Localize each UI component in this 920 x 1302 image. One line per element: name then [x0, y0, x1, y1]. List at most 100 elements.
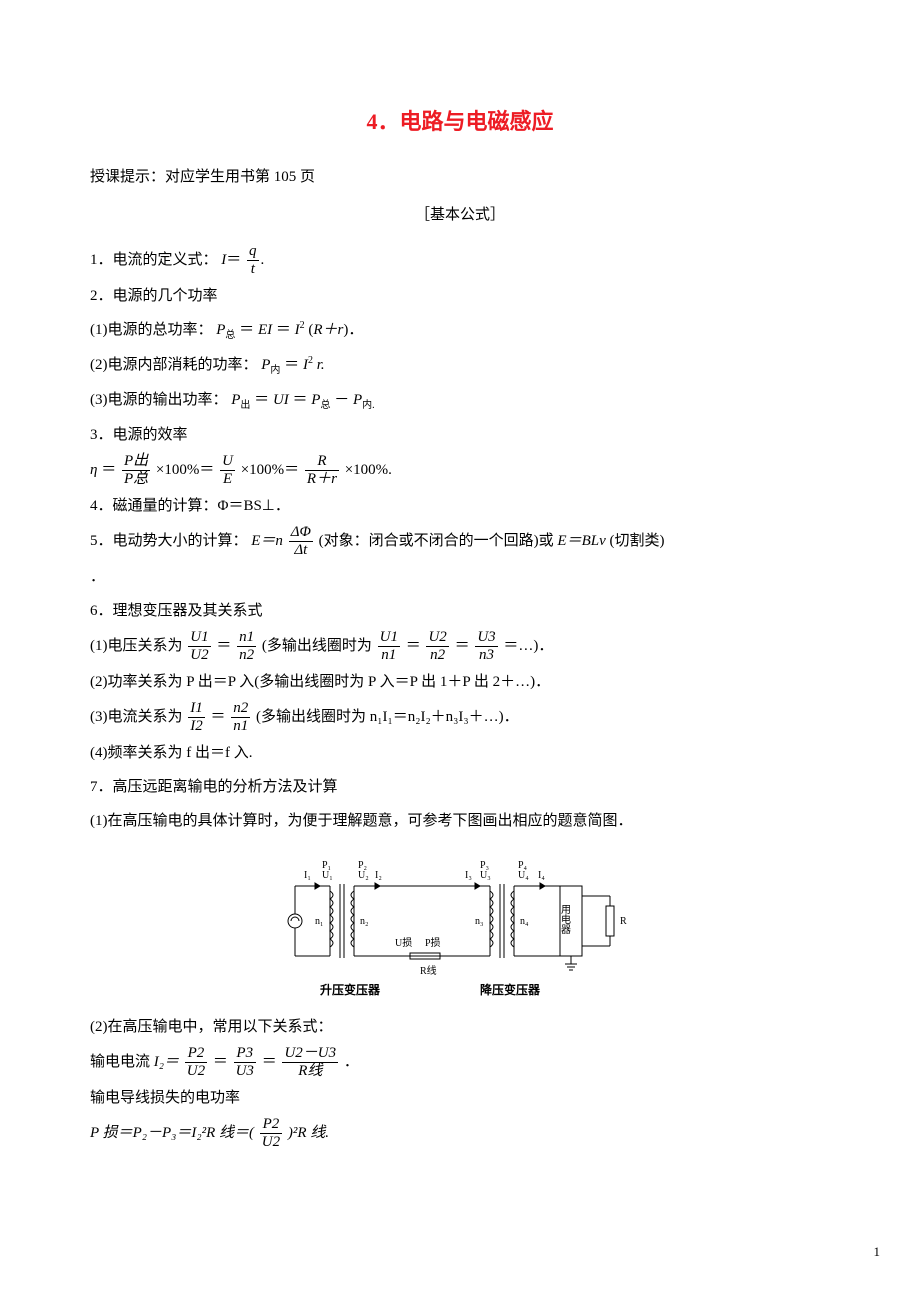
t: UI — [273, 392, 289, 408]
sec1-num: q — [247, 244, 259, 261]
t: 5．电动势大小的计算： — [90, 533, 248, 549]
f: P3U3 — [234, 1046, 256, 1079]
t: E＝BLv — [557, 533, 605, 549]
sec3-head: 3．电源的效率 — [90, 420, 830, 450]
d: R＋r — [305, 471, 339, 487]
sec3-eq: η ＝ P出P总 ×100%＝ UE ×100%＝ RR＋r ×100%. — [90, 454, 830, 487]
f: ΔΦΔt — [289, 525, 313, 558]
n: U — [220, 454, 235, 471]
n: ΔΦ — [289, 525, 313, 542]
d: n3 — [475, 647, 497, 663]
t: ＝ — [239, 322, 254, 338]
t: )． — [343, 322, 363, 338]
d: Δt — [289, 542, 313, 558]
f: P出P总 — [122, 454, 150, 487]
t: 总 — [225, 330, 235, 341]
lbl: U₃ — [480, 870, 491, 881]
t: (多输出线圈时为 n₁I₁＝n₂I₂＋n₃I₃＋…)． — [256, 709, 519, 725]
transmission-diagram: I₁ P₁ U₁ P₂ U₂ I₂ I₃ P₃ U₃ P₄ U₄ I₄ n₁ n… — [280, 846, 640, 1006]
t: ＝ — [213, 1054, 228, 1070]
n: R — [305, 454, 339, 471]
lbl: 用电器 — [559, 904, 571, 935]
sec1: 1．电流的定义式： I＝ q t . — [90, 244, 830, 277]
f: U1U2 — [188, 630, 210, 663]
sec6-p1: (1)电压关系为 U1U2 ＝ n1n2 (多输出线圈时为 U1n1 ＝ U2n… — [90, 630, 830, 663]
lbl: n₁ — [315, 916, 324, 927]
t: (对象：闭合或不闭合的一个回路)或 — [319, 533, 558, 549]
d: I2 — [188, 718, 205, 734]
t: － — [334, 392, 349, 408]
t: 输电电流 — [90, 1054, 154, 1070]
sec2-p1: (1)电源的总功率： P总 ＝ EI ＝ I2 (R＋r)． — [90, 315, 830, 346]
f: U2－U3R线 — [282, 1046, 338, 1079]
t: (3)电流关系为 — [90, 709, 183, 725]
sec7-p1: (1)在高压输电的具体计算时，为便于理解题意，可参考下图画出相应的题意简图． — [90, 806, 830, 836]
t: (2)电源内部消耗的功率： — [90, 357, 258, 373]
sec2-head: 2．电源的几个功率 — [90, 281, 830, 311]
t: (1)电源的总功率： — [90, 322, 213, 338]
lbl: 升压变压器 — [320, 982, 381, 997]
t: )²R 线. — [288, 1125, 329, 1141]
t: I₂＝ — [154, 1054, 179, 1070]
d: R线 — [282, 1063, 338, 1079]
t: ＝ — [406, 638, 421, 654]
n: P3 — [234, 1046, 256, 1063]
t: ×100%. — [345, 462, 392, 478]
f: P2U2 — [185, 1046, 207, 1079]
t: (切割类) — [610, 533, 665, 549]
f: n1n2 — [237, 630, 256, 663]
lbl: n₃ — [475, 916, 484, 927]
n: U2－U3 — [282, 1046, 338, 1063]
f: U2n2 — [426, 630, 448, 663]
t: P 损＝P₂－P₃＝I₂²R 线＝( — [90, 1125, 254, 1141]
d: E — [220, 471, 235, 487]
t: (3)电源的输出功率： — [90, 392, 228, 408]
t: P — [353, 392, 362, 408]
d: U2 — [188, 647, 210, 663]
lbl: 降压变压器 — [480, 982, 541, 997]
t: ＝ — [455, 638, 470, 654]
sec1-den: t — [247, 261, 259, 277]
t: ＝ — [216, 638, 231, 654]
sec1-dot: . — [261, 252, 265, 268]
d: U2 — [260, 1134, 282, 1150]
page-title: 4．电路与电磁感应 — [90, 100, 830, 144]
n: U1 — [188, 630, 210, 647]
t: ＝ — [276, 322, 291, 338]
t: EI — [258, 322, 272, 338]
sec2-p3: (3)电源的输出功率： P出 ＝ UI ＝ P总 － P内. — [90, 385, 830, 416]
lbl: U损 — [395, 936, 412, 949]
t: R＋r — [313, 322, 343, 338]
d: U3 — [234, 1063, 256, 1079]
sec6-head: 6．理想变压器及其关系式 — [90, 596, 830, 626]
n: I1 — [188, 701, 205, 718]
sec7-head: 7．高压远距离输电的分析方法及计算 — [90, 772, 830, 802]
sec1-frac: q t — [247, 244, 259, 277]
sec6-p2: (2)功率关系为 P 出＝P 入(多输出线圈时为 P 入＝P 出 1＋P 出 2… — [90, 667, 830, 697]
t: ×100%＝ — [156, 462, 214, 478]
t: ×100%＝ — [241, 462, 299, 478]
t: 内. — [362, 400, 375, 411]
basic-header: ［基本公式］ — [90, 200, 830, 230]
sec5: 5．电动势大小的计算： E＝n ΔΦΔt (对象：闭合或不闭合的一个回路)或 E… — [90, 525, 830, 558]
lbl: I₂ — [375, 870, 382, 881]
f: UE — [220, 454, 235, 487]
f: U1n1 — [378, 630, 400, 663]
sec7-p2: (2)在高压输电中，常用以下关系式： — [90, 1012, 830, 1042]
lecture-note: 授课提示：对应学生用书第 105 页 — [90, 162, 830, 192]
t: η — [90, 462, 97, 478]
t: ＝ — [293, 392, 308, 408]
t: (多输出线圈时为 — [262, 638, 372, 654]
d: P总 — [122, 471, 150, 487]
lbl: I₃ — [465, 870, 472, 881]
d: n1 — [231, 718, 250, 734]
t: ＝ — [262, 1054, 277, 1070]
sec5-end: ． — [90, 562, 830, 592]
f: P2U2 — [260, 1117, 282, 1150]
sec2-p2: (2)电源内部消耗的功率： P内 ＝ I2 r. — [90, 350, 830, 381]
sec7-current: 输电电流 I₂＝ P2U2 ＝ P3U3 ＝ U2－U3R线 ． — [90, 1046, 830, 1079]
t: ＝ — [284, 357, 299, 373]
n: U3 — [475, 630, 497, 647]
page-number: 1 — [0, 1244, 920, 1260]
sec1-label: 1．电流的定义式： — [90, 252, 218, 268]
